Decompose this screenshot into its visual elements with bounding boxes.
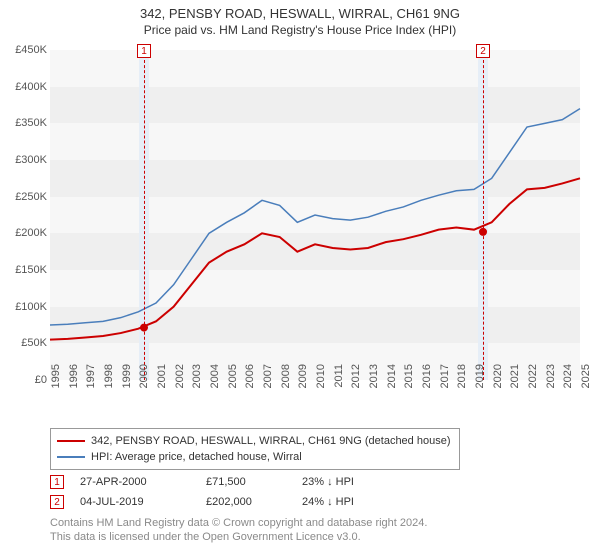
x-axis-label: 2004 bbox=[209, 364, 221, 404]
sale-marker-line bbox=[144, 50, 145, 380]
x-axis-label: 2018 bbox=[456, 364, 468, 404]
sale-price: £71,500 bbox=[206, 476, 286, 488]
sales-table: 1 27-APR-2000 £71,500 23% ↓ HPI 2 04-JUL-2019… bbox=[50, 472, 382, 512]
chart-header: 342, PENSBY ROAD, HESWALL, WIRRAL, CH61 … bbox=[0, 0, 600, 37]
x-axis-label: 2019 bbox=[474, 364, 486, 404]
x-axis-label: 2012 bbox=[350, 364, 362, 404]
sale-diff: 23% ↓ HPI bbox=[302, 476, 382, 488]
x-axis-label: 1997 bbox=[85, 364, 97, 404]
sale-row: 2 04-JUL-2019 £202,000 24% ↓ HPI bbox=[50, 492, 382, 512]
sale-marker-box: 1 bbox=[137, 44, 151, 58]
x-axis-label: 2002 bbox=[174, 364, 186, 404]
y-axis-label: £50K bbox=[2, 337, 47, 349]
x-axis-label: 2017 bbox=[439, 364, 451, 404]
legend: 342, PENSBY ROAD, HESWALL, WIRRAL, CH61 … bbox=[50, 428, 460, 470]
x-axis-label: 2005 bbox=[227, 364, 239, 404]
x-axis-label: 2015 bbox=[403, 364, 415, 404]
x-axis-label: 2006 bbox=[244, 364, 256, 404]
x-axis-label: 2013 bbox=[368, 364, 380, 404]
sale-marker-line bbox=[483, 50, 484, 380]
y-axis-label: £150K bbox=[2, 264, 47, 276]
y-axis-label: £450K bbox=[2, 44, 47, 56]
x-axis-label: 2025 bbox=[580, 364, 592, 404]
x-axis-label: 2001 bbox=[156, 364, 168, 404]
page-title: 342, PENSBY ROAD, HESWALL, WIRRAL, CH61 … bbox=[0, 6, 600, 21]
x-axis-label: 2008 bbox=[280, 364, 292, 404]
sale-row-marker: 2 bbox=[50, 495, 64, 509]
y-axis-label: £100K bbox=[2, 301, 47, 313]
chart-lines bbox=[50, 50, 580, 380]
series-line bbox=[50, 109, 580, 325]
plot-area: 12 bbox=[50, 50, 580, 380]
x-axis-label: 1999 bbox=[121, 364, 133, 404]
y-axis-label: £0 bbox=[2, 374, 47, 386]
legend-label: HPI: Average price, detached house, Wirr… bbox=[91, 451, 302, 463]
sale-date: 27-APR-2000 bbox=[80, 476, 190, 488]
x-axis-label: 1995 bbox=[50, 364, 62, 404]
chart: 12 £0£50K£100K£150K£200K£250K£300K£350K£… bbox=[0, 40, 600, 420]
sale-row-marker: 1 bbox=[50, 475, 64, 489]
x-axis-label: 1996 bbox=[68, 364, 80, 404]
x-axis-label: 2020 bbox=[492, 364, 504, 404]
y-axis-label: £300K bbox=[2, 154, 47, 166]
x-axis-label: 2007 bbox=[262, 364, 274, 404]
x-axis-label: 2010 bbox=[315, 364, 327, 404]
sale-diff: 24% ↓ HPI bbox=[302, 496, 382, 508]
x-axis-label: 2023 bbox=[545, 364, 557, 404]
x-axis-label: 2009 bbox=[297, 364, 309, 404]
x-axis-label: 2011 bbox=[333, 364, 345, 404]
legend-row: 342, PENSBY ROAD, HESWALL, WIRRAL, CH61 … bbox=[57, 433, 453, 449]
y-axis-label: £200K bbox=[2, 227, 47, 239]
x-axis-label: 2014 bbox=[386, 364, 398, 404]
x-axis-label: 2022 bbox=[527, 364, 539, 404]
page-subtitle: Price paid vs. HM Land Registry's House … bbox=[0, 23, 600, 37]
sale-price: £202,000 bbox=[206, 496, 286, 508]
y-axis-label: £250K bbox=[2, 191, 47, 203]
legend-row: HPI: Average price, detached house, Wirr… bbox=[57, 449, 453, 465]
x-axis-label: 2024 bbox=[562, 364, 574, 404]
x-axis-label: 2021 bbox=[509, 364, 521, 404]
x-axis-label: 2016 bbox=[421, 364, 433, 404]
footer-line-2: This data is licensed under the Open Gov… bbox=[50, 530, 427, 544]
sale-marker-box: 2 bbox=[476, 44, 490, 58]
footer-line-1: Contains HM Land Registry data © Crown c… bbox=[50, 516, 427, 530]
legend-label: 342, PENSBY ROAD, HESWALL, WIRRAL, CH61 … bbox=[91, 435, 450, 447]
x-axis-label: 2000 bbox=[138, 364, 150, 404]
y-axis-label: £350K bbox=[2, 117, 47, 129]
sale-date: 04-JUL-2019 bbox=[80, 496, 190, 508]
footer: Contains HM Land Registry data © Crown c… bbox=[50, 516, 427, 545]
legend-swatch bbox=[57, 456, 85, 458]
y-axis-label: £400K bbox=[2, 81, 47, 93]
sale-row: 1 27-APR-2000 £71,500 23% ↓ HPI bbox=[50, 472, 382, 492]
x-axis-label: 1998 bbox=[103, 364, 115, 404]
legend-swatch bbox=[57, 440, 85, 442]
x-axis-label: 2003 bbox=[191, 364, 203, 404]
